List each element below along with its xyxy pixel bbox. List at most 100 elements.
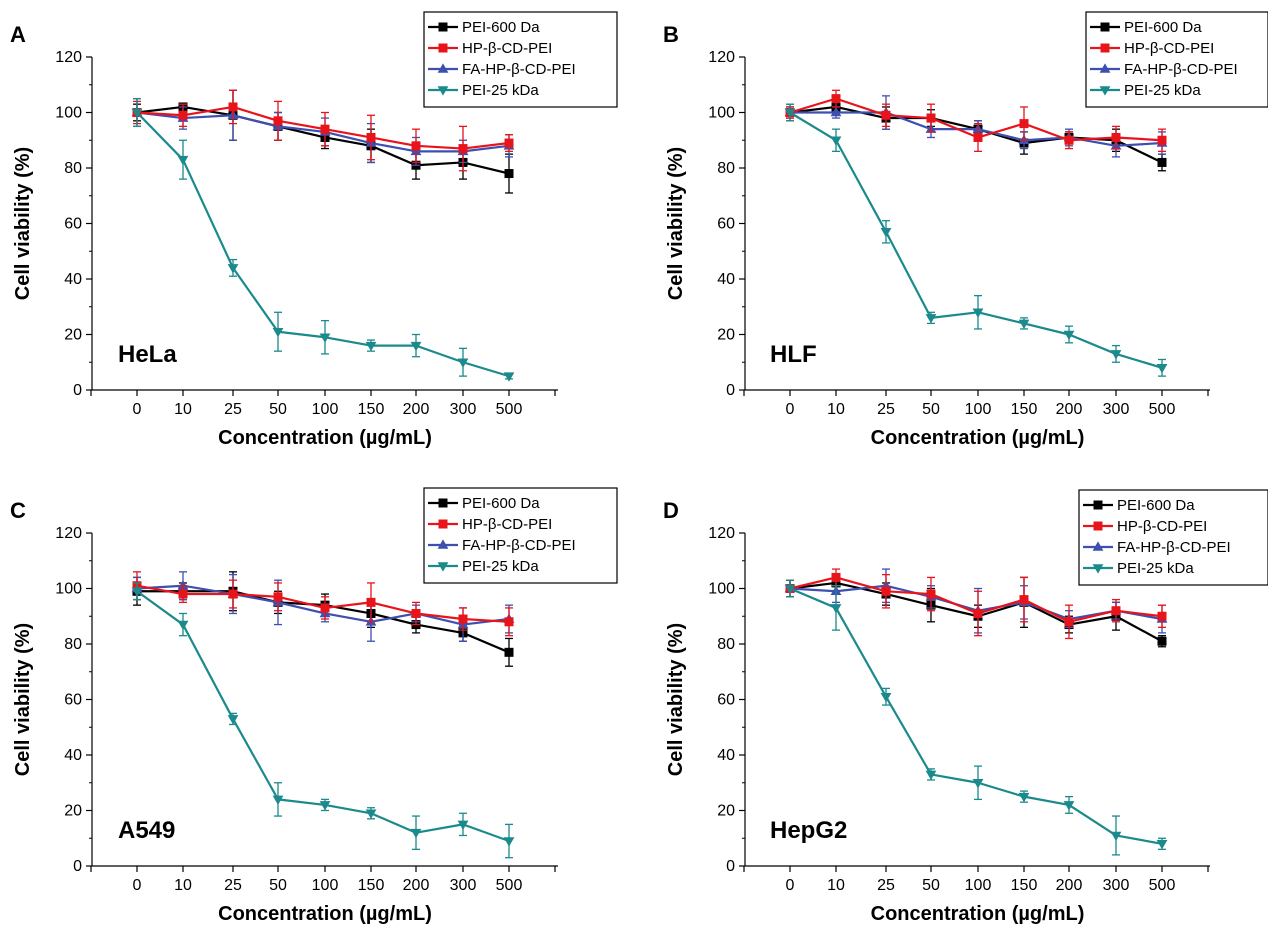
- y-tick-label: 80: [717, 636, 735, 653]
- chart-panel-c: C0204060801001200 10 25 50 100 150 200 300 500Co…: [10, 488, 617, 925]
- y-tick-label: 100: [708, 581, 735, 598]
- legend-label: HP-β-CD-PEI: [1117, 518, 1207, 535]
- data-point: [504, 837, 515, 846]
- data-point: [179, 111, 188, 120]
- legend-marker: [439, 44, 448, 53]
- y-tick-label: 20: [717, 327, 735, 344]
- legend-label: HP-β-CD-PEI: [462, 40, 552, 57]
- x-tick-label: 0: [786, 401, 795, 418]
- legend-label: FA-HP-β-CD-PEI: [1124, 61, 1238, 78]
- data-point: [229, 590, 238, 599]
- data-point: [882, 587, 891, 596]
- data-point: [367, 598, 376, 607]
- x-tick-label: 500: [1149, 401, 1176, 418]
- data-point: [1158, 612, 1167, 621]
- data-point: [974, 609, 983, 618]
- legend-label: FA-HP-β-CD-PEI: [462, 61, 576, 78]
- data-point: [927, 114, 936, 123]
- x-tick-label: 50: [269, 401, 287, 418]
- data-point: [882, 111, 891, 120]
- x-tick-label: 200: [1056, 877, 1083, 894]
- x-tick-label: 200: [403, 877, 430, 894]
- data-point: [229, 102, 238, 111]
- data-point: [831, 136, 842, 145]
- data-point: [974, 133, 983, 142]
- x-axis-title: Concentration (µg/mL): [218, 903, 432, 925]
- data-point: [1157, 364, 1168, 373]
- y-tick-label: 0: [73, 382, 82, 399]
- x-tick-label: 50: [922, 877, 940, 894]
- x-tick-label: 150: [358, 877, 385, 894]
- x-tick-label: 100: [965, 401, 992, 418]
- x-tick-label: 25: [224, 401, 242, 418]
- x-tick-label: 100: [312, 401, 339, 418]
- panel-letter: D: [663, 498, 679, 523]
- legend-label: PEI-25 kDa: [462, 82, 539, 99]
- x-tick-label: 10: [174, 877, 192, 894]
- series-pei-25-kda: [785, 580, 1168, 855]
- y-tick-label: 80: [64, 160, 82, 177]
- legend-label: FA-HP-β-CD-PEI: [462, 537, 576, 554]
- x-tick-label: 10: [827, 401, 845, 418]
- legend: PEI-600 DaHP-β-CD-PEIFA-HP-β-CD-PEIPEI-2…: [424, 12, 617, 107]
- y-tick-label: 120: [55, 49, 82, 66]
- x-tick-label: 50: [922, 401, 940, 418]
- panel-letter: A: [10, 22, 26, 47]
- legend: PEI-600 DaHP-β-CD-PEIFA-HP-β-CD-PEIPEI-2…: [1079, 490, 1268, 585]
- y-tick-label: 80: [64, 636, 82, 653]
- y-tick-label: 40: [64, 271, 82, 288]
- data-point: [881, 228, 892, 237]
- y-tick-label: 60: [717, 216, 735, 233]
- data-point: [1020, 595, 1029, 604]
- x-axis-title: Concentration (µg/mL): [218, 427, 432, 449]
- data-point: [179, 590, 188, 599]
- y-tick-label: 60: [64, 216, 82, 233]
- data-point: [178, 156, 189, 165]
- x-tick-label: 300: [450, 877, 477, 894]
- x-tick-label: 100: [965, 877, 992, 894]
- data-point: [831, 604, 842, 613]
- legend-label: PEI-600 Da: [1117, 497, 1195, 514]
- data-point: [1112, 133, 1121, 142]
- y-tick-label: 20: [64, 327, 82, 344]
- y-tick-label: 40: [64, 747, 82, 764]
- data-point: [505, 648, 514, 657]
- x-axis-title: Concentration (µg/mL): [871, 903, 1085, 925]
- panel-letter: B: [663, 22, 679, 47]
- data-point: [274, 592, 283, 601]
- legend: PEI-600 DaHP-β-CD-PEIFA-HP-β-CD-PEIPEI-2…: [424, 488, 617, 583]
- cell-line-label: HLF: [770, 341, 817, 368]
- data-point: [1158, 136, 1167, 145]
- data-point: [178, 621, 189, 630]
- y-tick-label: 0: [726, 858, 735, 875]
- data-point: [228, 715, 239, 724]
- x-axis-title: Concentration (µg/mL): [871, 427, 1085, 449]
- x-tick-label: 25: [224, 877, 242, 894]
- legend-label: PEI-600 Da: [1124, 19, 1202, 36]
- legend-label: FA-HP-β-CD-PEI: [1117, 539, 1231, 556]
- x-tick-label: 150: [1011, 877, 1038, 894]
- x-tick-label: 50: [269, 877, 287, 894]
- cell-line-label: HepG2: [770, 817, 847, 844]
- cell-line-label: HeLa: [118, 341, 177, 368]
- y-axis-title: Cell viability (%): [12, 147, 34, 300]
- panel-letter: C: [10, 498, 26, 523]
- y-tick-label: 60: [717, 692, 735, 709]
- legend: PEI-600 DaHP-β-CD-PEIFA-HP-β-CD-PEIPEI-2…: [1086, 12, 1268, 107]
- x-tick-label: 200: [1056, 401, 1083, 418]
- data-point: [926, 314, 937, 323]
- data-point: [459, 144, 468, 153]
- data-point: [504, 372, 515, 381]
- y-tick-label: 60: [64, 692, 82, 709]
- y-tick-label: 120: [55, 525, 82, 542]
- y-tick-label: 120: [708, 525, 735, 542]
- data-point: [274, 116, 283, 125]
- x-tick-label: 300: [450, 401, 477, 418]
- data-point: [367, 133, 376, 142]
- x-tick-label: 300: [1103, 877, 1130, 894]
- legend-marker: [1094, 522, 1103, 531]
- x-tick-label: 0: [133, 401, 142, 418]
- data-point: [1020, 119, 1029, 128]
- x-tick-label: 500: [1149, 877, 1176, 894]
